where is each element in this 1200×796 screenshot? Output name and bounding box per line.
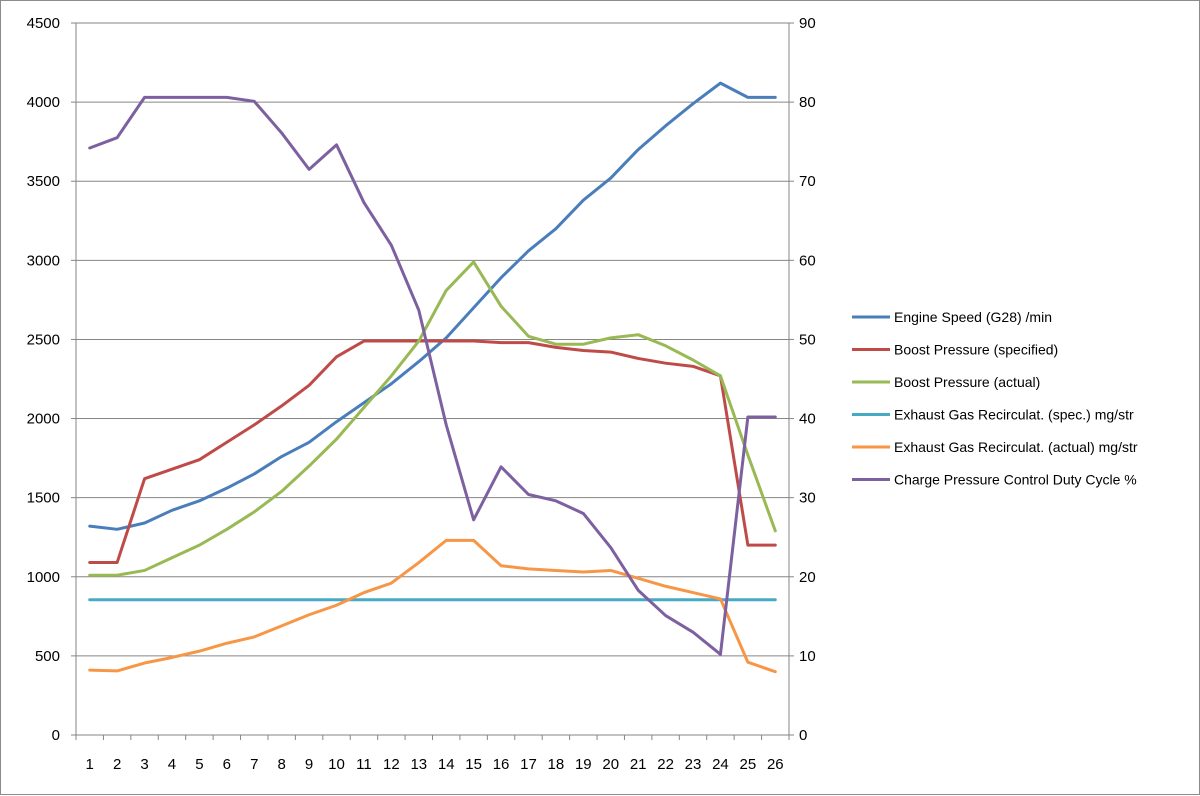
y-left-tick-label: 3000 <box>27 252 60 269</box>
y-right-tick-label: 40 <box>799 411 816 428</box>
series-line <box>88 81 777 531</box>
x-tick-label: 11 <box>356 756 372 773</box>
x-tick-label: 6 <box>223 756 231 773</box>
legend-item: Exhaust Gas Recirculat. (spec.) mg/str <box>852 407 1134 423</box>
series-line <box>88 339 777 565</box>
y-right-tick-label: 10 <box>799 648 816 665</box>
legend-label: Engine Speed (G28) /min <box>894 309 1052 325</box>
x-tick-label: 14 <box>438 756 455 773</box>
legend-item: Exhaust Gas Recirculat. (actual) mg/str <box>852 439 1138 455</box>
legend-label: Charge Pressure Control Duty Cycle % <box>894 472 1137 488</box>
y-right-tick-label: 60 <box>799 252 816 269</box>
x-tick-label: 21 <box>630 756 647 773</box>
x-tick-label: 19 <box>575 756 592 773</box>
y-left-tick-label: 2500 <box>27 331 60 348</box>
x-axis: 1 2 3 4 5 6 7 8 9 10 11 12 13 14 15 16 17 18 19 20 21 22 23 24 2… <box>75 735 790 773</box>
x-tick-label: 22 <box>657 756 674 773</box>
y-right-tick-label: 20 <box>799 569 816 586</box>
y-left-tick-label: 1000 <box>27 569 60 586</box>
y-right-tick-label: 50 <box>799 331 816 348</box>
x-tick-label: 10 <box>328 756 345 773</box>
y-right-tick-label: 90 <box>799 15 816 32</box>
legend-item: Boost Pressure (specified) <box>852 342 1058 358</box>
series-line <box>88 260 777 577</box>
legend-label: Boost Pressure (specified) <box>894 342 1058 358</box>
y-right-tick-label: 0 <box>799 727 807 744</box>
y-right-tick-label: 30 <box>799 490 816 507</box>
y-left-tick-label: 1500 <box>27 490 60 507</box>
x-tick-label: 1 <box>86 756 94 773</box>
y-left-tick-label: 2000 <box>27 411 60 428</box>
series-line <box>88 95 777 656</box>
legend: Engine Speed (G28) /min Boost Pressure (s… <box>852 309 1138 488</box>
y-right-tick-label: 80 <box>799 94 816 111</box>
series-line <box>88 538 777 674</box>
x-tick-label: 26 <box>767 756 784 773</box>
legend-item: Charge Pressure Control Duty Cycle % <box>852 472 1137 488</box>
y-right-tick-label: 70 <box>799 173 816 190</box>
y-left-tick-label: 500 <box>35 648 60 665</box>
x-tick-label: 7 <box>250 756 258 773</box>
y-axis-left: 0 500 1000 1500 2000 2500 3000 3500 4000 4500 <box>27 15 76 744</box>
y-left-tick-label: 3500 <box>27 173 60 190</box>
x-tick-label: 17 <box>520 756 537 773</box>
legend-item: Boost Pressure (actual) <box>852 374 1040 390</box>
x-tick-label: 3 <box>140 756 148 773</box>
legend-label: Boost Pressure (actual) <box>894 374 1040 390</box>
y-axis-right: 0 10 20 30 40 50 60 70 80 90 <box>789 15 816 744</box>
x-tick-label: 15 <box>465 756 482 773</box>
y-left-tick-label: 4000 <box>27 94 60 111</box>
x-tick-label: 8 <box>278 756 286 773</box>
x-tick-label: 4 <box>168 756 176 773</box>
y-left-tick-label: 4500 <box>27 15 60 32</box>
x-tick-label: 2 <box>113 756 121 773</box>
x-tick-label: 23 <box>685 756 702 773</box>
x-tick-label: 9 <box>305 756 313 773</box>
series-lines <box>88 81 777 674</box>
y-left-tick-label: 0 <box>52 727 60 744</box>
x-tick-label: 12 <box>383 756 400 773</box>
x-tick-label: 16 <box>493 756 510 773</box>
gridlines <box>76 22 789 657</box>
x-tick-label: 13 <box>410 756 427 773</box>
legend-label: Exhaust Gas Recirculat. (actual) mg/str <box>894 439 1138 455</box>
x-tick-label: 25 <box>740 756 757 773</box>
x-tick-label: 18 <box>548 756 565 773</box>
legend-item: Engine Speed (G28) /min <box>852 309 1052 325</box>
x-tick-label: 20 <box>602 756 619 773</box>
x-tick-label: 5 <box>195 756 203 773</box>
x-tick-label: 24 <box>712 756 729 773</box>
legend-label: Exhaust Gas Recirculat. (spec.) mg/str <box>894 407 1134 423</box>
axes <box>75 23 790 736</box>
